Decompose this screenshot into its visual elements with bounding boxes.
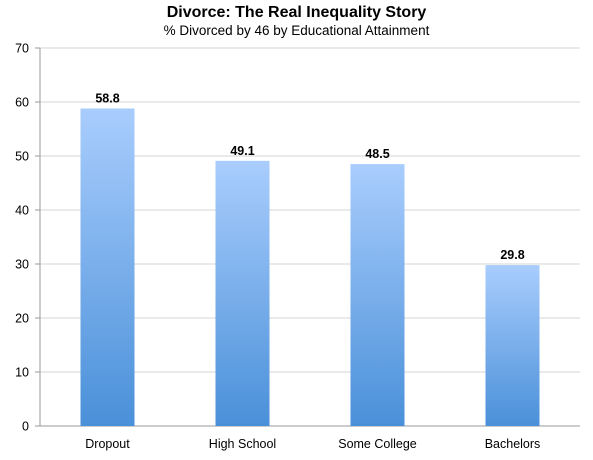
chart-title: Divorce: The Real Inequality Story (166, 4, 427, 21)
y-tick-label: 30 (15, 258, 29, 272)
data-label: 49.1 (230, 144, 254, 158)
x-tick-label: Dropout (85, 437, 130, 451)
bar-dropout (80, 108, 135, 426)
y-tick-label: 60 (15, 96, 29, 110)
y-tick-label: 0 (22, 420, 29, 434)
data-label: 29.8 (500, 248, 524, 262)
y-tick-label: 40 (15, 204, 29, 218)
chart-subtitle: % Divorced by 46 by Educational Attainme… (163, 23, 430, 38)
y-tick-label: 10 (15, 366, 29, 380)
bar-some-college (350, 164, 405, 426)
bar-high-school (215, 160, 270, 427)
bar-bachelors (485, 265, 540, 426)
data-label: 58.8 (95, 91, 119, 105)
bars (80, 108, 540, 427)
x-tick-label: Some College (338, 437, 417, 451)
y-tick-label: 70 (15, 42, 29, 56)
labels: 0 10 20 30 40 50 60 70 58.8 Dropout 49.1 High Schoo… (15, 42, 540, 452)
x-tick-label: High School (209, 437, 276, 451)
x-tick-label: Bachelors (485, 437, 541, 451)
y-tick-label: 20 (15, 312, 29, 326)
data-label: 48.5 (365, 147, 389, 161)
y-tick-label: 50 (15, 150, 29, 164)
